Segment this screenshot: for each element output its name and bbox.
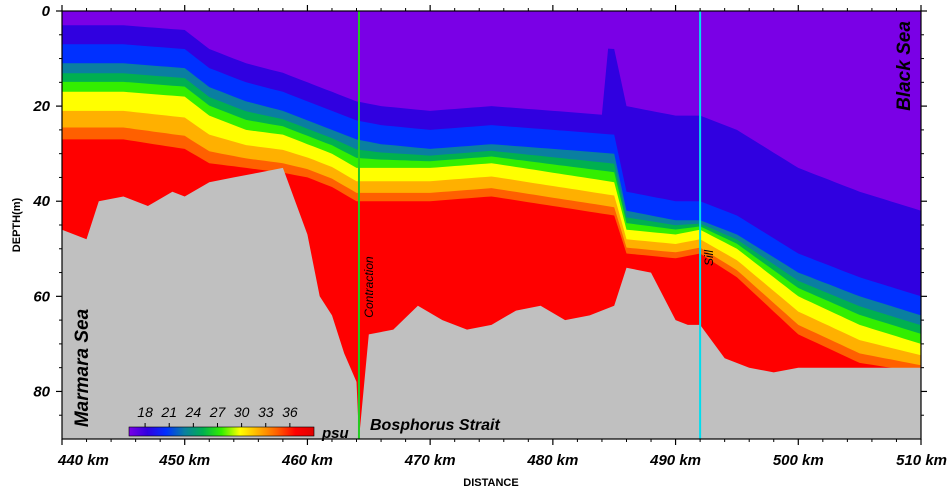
colorbar-tick-label: 18 bbox=[137, 404, 153, 420]
colorbar-ticks: 18 21 24 27 30 33 36 bbox=[137, 404, 298, 427]
x-axis-title: DISTANCE bbox=[463, 477, 518, 489]
x-tick-label: 480 km bbox=[526, 452, 578, 469]
y-axis-ticks: 0 20 40 60 80 bbox=[32, 3, 927, 416]
x-tick-label: 470 km bbox=[404, 452, 456, 469]
colorbar-tick-label: 27 bbox=[209, 404, 227, 420]
contraction-label: Contraction bbox=[362, 256, 376, 318]
seabed-bathymetry bbox=[62, 167, 921, 439]
plot-area bbox=[62, 11, 921, 439]
colorbar-tick-label: 21 bbox=[160, 404, 177, 420]
x-axis-ticks: 440 km 450 km 460 km 470 km 480 km 490 km 500 … bbox=[57, 5, 947, 469]
colorbar-tick-label: 24 bbox=[185, 404, 202, 420]
x-tick-label: 500 km bbox=[773, 452, 824, 469]
y-tick-label: 20 bbox=[32, 98, 50, 115]
marmara-sea-label: Marmara Sea bbox=[72, 308, 93, 427]
y-tick-label: 60 bbox=[33, 288, 50, 305]
colorbar-tick-label: 33 bbox=[258, 404, 274, 420]
x-tick-label: 450 km bbox=[158, 452, 210, 469]
sill-label: Sill bbox=[702, 250, 716, 266]
y-tick-label: 0 bbox=[42, 3, 51, 20]
colorbar: 18 21 24 27 30 33 36 psu bbox=[128, 404, 349, 442]
x-tick-label: 490 km bbox=[649, 452, 701, 469]
y-tick-label: 80 bbox=[33, 383, 50, 400]
colorbar-tick-label: 36 bbox=[282, 404, 298, 420]
vertical-lines bbox=[357, 11, 702, 439]
x-tick-label: 440 km bbox=[57, 452, 109, 469]
colorbar-gradient bbox=[128, 426, 315, 437]
colorbar-unit: psu bbox=[321, 425, 349, 442]
y-tick-label: 40 bbox=[32, 193, 50, 210]
black-sea-label: Black Sea bbox=[894, 21, 915, 111]
x-tick-label: 510 km bbox=[896, 452, 947, 469]
y-axis-title: DEPTH(m) bbox=[11, 197, 23, 252]
x-tick-label: 460 km bbox=[281, 452, 333, 469]
colorbar-tick-label: 30 bbox=[234, 404, 250, 420]
bosphorus-strait-label: Bosphorus Strait bbox=[370, 417, 500, 434]
